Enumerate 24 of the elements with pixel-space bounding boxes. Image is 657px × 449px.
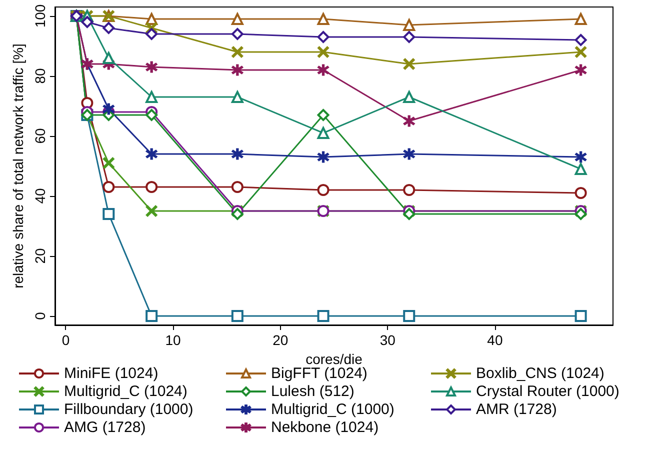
- x-tick-label: 0: [62, 332, 70, 348]
- legend-label: BigFFT (1024): [271, 365, 368, 382]
- x-tick-label: 30: [380, 332, 396, 348]
- legend-label: Crystal Router (1000): [476, 383, 620, 400]
- legend-label: AMR (1728): [476, 401, 557, 418]
- y-tick-label: 100: [32, 4, 48, 28]
- legend-label: Multigrid_C (1000): [271, 401, 394, 418]
- x-axis-title: cores/die: [306, 350, 363, 367]
- y-tick-label: 40: [32, 188, 48, 204]
- x-tick-label: 40: [487, 332, 503, 348]
- legend-label: Nekbone (1024): [271, 419, 379, 436]
- y-tick-label: 60: [32, 128, 48, 144]
- legend-label: Boxlib_CNS (1024): [476, 365, 604, 382]
- legend-label: Fillboundary (1000): [64, 401, 194, 418]
- x-tick-label: 20: [272, 332, 288, 348]
- y-tick-label: 0: [32, 312, 48, 320]
- x-tick-label: 10: [165, 332, 182, 348]
- legend-label: MiniFE (1024): [64, 365, 158, 382]
- y-axis-title: relative share of total network traffic [%]: [10, 44, 26, 288]
- y-tick-label: 20: [32, 248, 48, 264]
- legend-label: Multigrid_C (1024): [64, 383, 188, 400]
- legend-label: Lulesh (512): [271, 383, 354, 400]
- legend-label: AMG (1728): [64, 419, 146, 436]
- y-tick-label: 80: [32, 68, 48, 84]
